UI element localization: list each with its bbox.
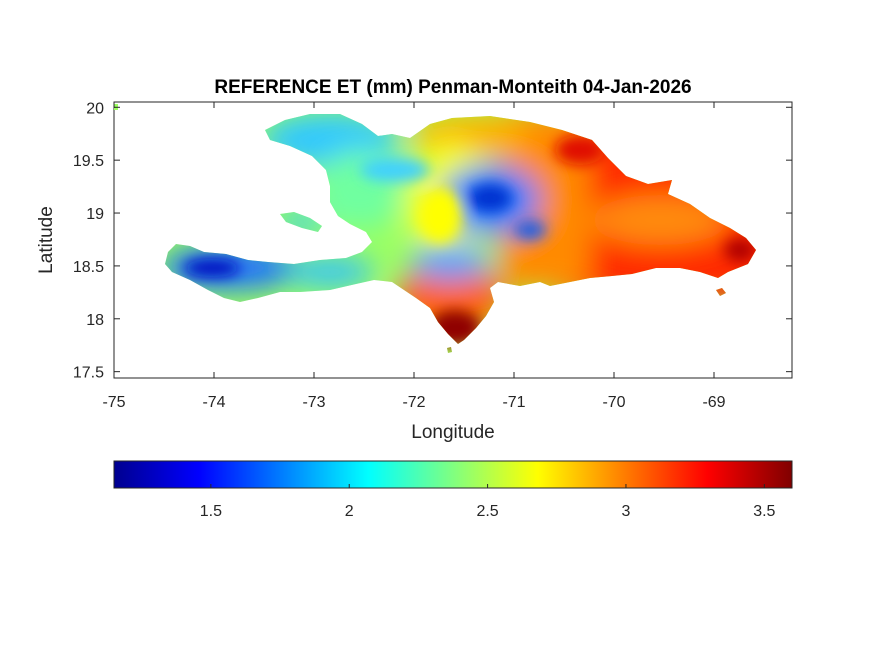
field-yellow-core (418, 187, 462, 243)
field-east-darkred (724, 238, 756, 262)
x-axis-label: Longitude (411, 422, 494, 443)
field-central-darkblue (468, 184, 512, 212)
x-tick-label: -74 (202, 394, 225, 411)
field-east-orange-ridge (590, 195, 730, 245)
x-tick-label: -69 (702, 394, 725, 411)
y-tick-label: 19.5 (73, 153, 104, 170)
x-tick-label: -71 (502, 394, 525, 411)
x-tick-label: -75 (102, 394, 125, 411)
field-min-darkblue (184, 259, 240, 277)
y-axis-label: Latitude (36, 206, 57, 274)
colorbar-tick-label: 1.5 (200, 503, 222, 520)
x-tick-label: -73 (302, 394, 325, 411)
map-title: REFERENCE ET (mm) Penman-Monteith 04-Jan… (214, 77, 691, 98)
x-axis: -75 -74 -73 -72 -71 -70 -69 (102, 102, 726, 411)
colorbar-tick-label: 3 (622, 503, 631, 520)
colorbar (113, 460, 793, 489)
colorbar-tick-label: 3.5 (753, 503, 775, 520)
y-tick-label: 18 (86, 312, 104, 329)
y-tick-label: 19 (86, 206, 104, 223)
colorbar-tick-label: 2.5 (476, 503, 498, 520)
y-tick-label: 17.5 (73, 365, 104, 382)
field-north-red (555, 135, 605, 165)
field-ridge-blue (514, 220, 546, 240)
y-tick-label: 18.5 (73, 259, 104, 276)
x-tick-label: -72 (402, 394, 425, 411)
field-cyan-north-ridge (360, 158, 430, 182)
field-south-blue (410, 244, 490, 280)
colorbar-tick-label: 2 (345, 503, 354, 520)
colorbar-ticks: 1.5 2 2.5 3 3.5 (200, 484, 776, 520)
y-axis: 17.5 18 18.5 19 19.5 20 (73, 100, 792, 382)
y-tick-label: 20 (86, 100, 104, 117)
x-tick-label: -70 (602, 394, 625, 411)
field-peninsula-east-cyan (285, 257, 375, 287)
